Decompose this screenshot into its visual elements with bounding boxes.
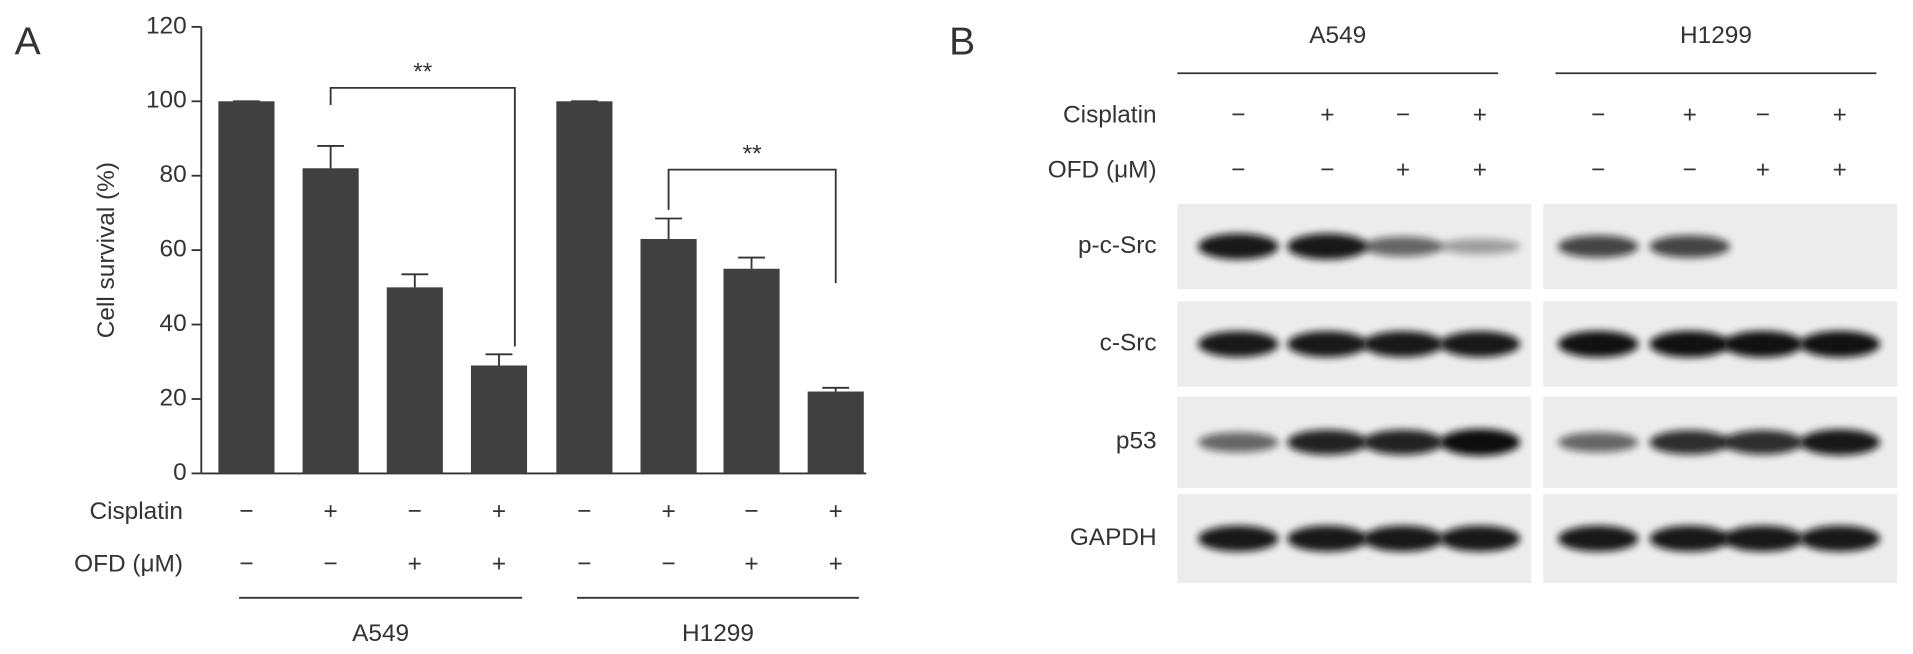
blot-band (1362, 429, 1444, 455)
treatment-label: OFD (μM) (74, 550, 183, 577)
treatment-sign: + (408, 550, 422, 577)
blot-band (1557, 432, 1639, 453)
blot-band (1649, 430, 1730, 455)
panel-label: A (15, 20, 41, 63)
treatment-sign: + (1396, 156, 1410, 183)
treatment-sign: + (1473, 156, 1487, 183)
y-tick-label: 40 (160, 310, 187, 337)
blot-band (1362, 236, 1444, 257)
treatment-sign: + (661, 498, 675, 525)
blot-band (1439, 238, 1521, 255)
blot-band (1557, 235, 1639, 258)
group-label: A549 (352, 620, 409, 647)
bar (386, 287, 443, 474)
treatment-sign: − (1320, 156, 1334, 183)
blot-band (1649, 330, 1730, 358)
treatment-label: Cisplatin (89, 498, 183, 525)
treatment-sign: − (239, 498, 253, 525)
treatment-sign: + (1320, 101, 1334, 128)
cell-line-label: A549 (1309, 22, 1366, 49)
treatment-label: OFD (μM) (1048, 156, 1157, 183)
blot-band (1439, 525, 1521, 552)
blot-band (1287, 331, 1368, 358)
bar (556, 101, 613, 474)
blot-band (1557, 525, 1639, 552)
bar (723, 268, 780, 474)
treatment-sign: − (1396, 101, 1410, 128)
treatment-sign: + (492, 550, 506, 577)
treatment-sign: + (1756, 156, 1770, 183)
significance-bracket (667, 168, 837, 284)
treatment-sign: + (829, 498, 843, 525)
blot-band (1799, 525, 1881, 552)
treatment-sign: + (829, 550, 843, 577)
y-tick-label: 60 (160, 236, 187, 263)
blot-band (1198, 233, 1279, 260)
treatment-sign: + (492, 498, 506, 525)
treatment-sign: − (408, 498, 422, 525)
protein-label: p-c-Src (1078, 232, 1157, 259)
treatment-sign: + (1833, 156, 1847, 183)
protein-label: p53 (1116, 428, 1157, 455)
significance-label: ** (743, 140, 762, 167)
blot-band (1799, 429, 1881, 456)
protein-label: GAPDH (1070, 524, 1157, 551)
treatment-sign: − (577, 498, 591, 525)
cell-line-label: H1299 (1680, 22, 1752, 49)
blot-band (1649, 235, 1730, 258)
blot-band (1439, 428, 1521, 456)
significance-label: ** (413, 59, 432, 86)
treatment-label: Cisplatin (1063, 101, 1157, 128)
blot-band (1198, 432, 1279, 453)
y-tick-label: 100 (146, 87, 187, 114)
blot-band (1362, 525, 1444, 552)
blot-band (1722, 430, 1804, 455)
treatment-sign: − (1591, 156, 1605, 183)
panel-label: B (949, 20, 975, 63)
blot-band (1198, 525, 1279, 552)
treatment-sign: − (744, 498, 758, 525)
protein-label: c-Src (1100, 330, 1157, 357)
blot-band (1362, 331, 1444, 358)
treatment-sign: − (1231, 156, 1245, 183)
blot-band (1722, 330, 1804, 358)
treatment-sign: + (1833, 101, 1847, 128)
bar (807, 391, 864, 474)
blot-band (1287, 233, 1368, 260)
treatment-sign: + (744, 550, 758, 577)
treatment-sign: + (1683, 101, 1697, 128)
blot-band (1649, 525, 1730, 552)
treatment-sign: − (324, 550, 338, 577)
treatment-sign: − (1683, 156, 1697, 183)
blot-band (1198, 331, 1279, 358)
treatment-sign: + (1473, 101, 1487, 128)
blot-band (1799, 330, 1881, 358)
bar (640, 238, 697, 474)
y-tick-label: 120 (146, 12, 187, 39)
bar (302, 168, 359, 474)
bar (470, 365, 528, 474)
treatment-sign: + (324, 498, 338, 525)
treatment-sign: − (577, 550, 591, 577)
significance-bracket (329, 86, 516, 347)
treatment-sign: − (1756, 101, 1770, 128)
blot-band (1287, 429, 1368, 455)
bar (218, 101, 275, 474)
y-tick-label: 20 (160, 384, 187, 411)
y-axis-label: Cell survival (%) (93, 162, 120, 338)
blot-band (1557, 330, 1639, 358)
group-label: H1299 (682, 620, 754, 647)
treatment-sign: − (239, 550, 253, 577)
y-tick-label: 80 (160, 161, 187, 188)
treatment-sign: − (661, 550, 675, 577)
treatment-sign: − (1591, 101, 1605, 128)
treatment-sign: − (1231, 101, 1245, 128)
y-tick-label: 0 (173, 459, 187, 486)
blot-band (1287, 525, 1368, 552)
blot-band (1439, 331, 1521, 358)
blot-band (1722, 525, 1804, 552)
